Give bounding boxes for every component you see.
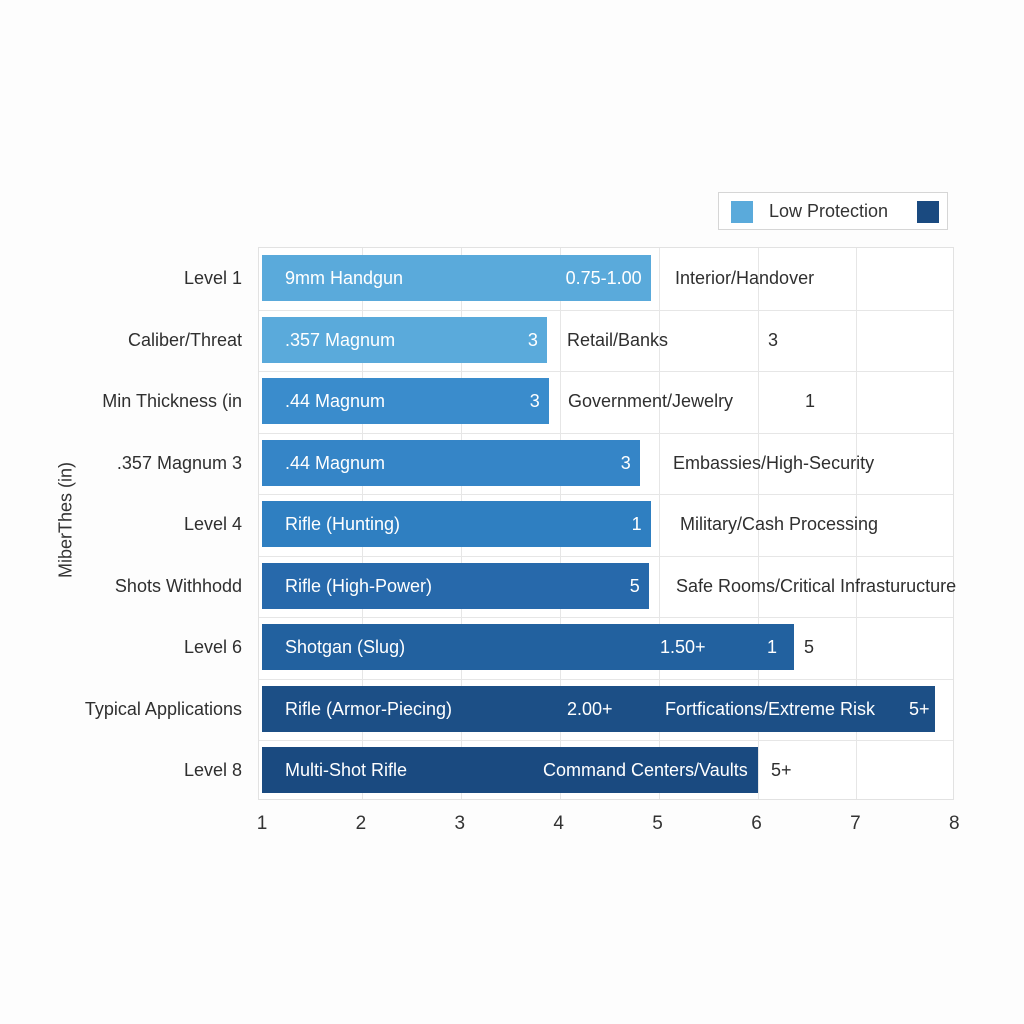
- grid-line-horizontal: [259, 678, 953, 680]
- bar-row: Min Thickness (in .44 Magnum 3 Government/J…: [0, 378, 1024, 424]
- y-axis-label: Min Thickness (in: [102, 391, 242, 411]
- x-tick-label: 1: [256, 813, 268, 834]
- bar-row: Caliber/Threat .357 Magnum 3 Retail/Banks 3: [0, 316, 1024, 363]
- bar: [262, 501, 651, 547]
- x-tick-label: 3: [454, 813, 466, 834]
- bar: [262, 624, 795, 670]
- y-axis-label: Level 6: [183, 637, 242, 657]
- grid-line-vertical: [757, 248, 759, 799]
- x-tick-label: 7: [850, 813, 861, 834]
- grid-line-horizontal: [259, 309, 953, 311]
- bar: [262, 255, 651, 301]
- bar-row: Level 4 Rifle (Hunting) 1 Military/Cash Pro…: [0, 501, 1024, 547]
- bar-value: 0.75-1.00: [565, 268, 642, 288]
- grid-line-vertical: [856, 248, 858, 799]
- grid-line-horizontal: [259, 432, 953, 434]
- grid-line-horizontal: [259, 555, 953, 557]
- x-tick-label: 6: [751, 813, 762, 834]
- y-axis-label: Typical Applications: [84, 698, 242, 719]
- bar-threat-label: Rifle (Hunting): [285, 514, 401, 534]
- x-tick-label: 4: [553, 813, 564, 834]
- bar-threat-label: Shotgan (Slug): [285, 637, 406, 657]
- bar-threat-label: Rifle (Armor-Piecing): [285, 698, 453, 719]
- legend-label: Low Protection: [769, 201, 889, 221]
- bar-threat-label: .44 Magnum: [285, 391, 386, 411]
- legend-swatch-low: [731, 201, 753, 223]
- bar: [262, 562, 649, 609]
- outside-annotation: Interior/Handover: [675, 268, 815, 288]
- bar-value: 5: [629, 575, 640, 596]
- bar: [262, 685, 935, 732]
- bar-shots-value: 1: [767, 637, 778, 657]
- outside-annotation: Safe Rooms/Critical Infrasturucture: [676, 575, 957, 596]
- grid-line-vertical: [658, 248, 660, 799]
- bar-row: .357 Magnum 3 .44 Magnum 3 Embassies/High-S…: [0, 439, 1024, 486]
- bar-application-label: Command Centers/Vaults: [543, 760, 748, 780]
- grid-line-horizontal: [259, 740, 953, 741]
- outside-annotation: 5+: [771, 760, 792, 780]
- bar-row: Level 1 9mm Handgun 0.75-1.00 Interior/Hand…: [0, 255, 1024, 301]
- bar-value: 3: [527, 329, 538, 350]
- bar-value: 3: [620, 452, 631, 473]
- bar-row: Level 6 Shotgan (Slug) 1.50+ 1 5: [0, 624, 1024, 670]
- bar-row: Level 8 Multi-Shot Rifle Command Centers/V…: [0, 747, 1024, 793]
- y-axis-label: Level 8: [183, 760, 242, 780]
- x-tick-label: 8: [949, 813, 960, 834]
- outside-annotation: 5: [804, 637, 815, 657]
- outside-annotation: 3: [768, 329, 779, 350]
- y-axis-label: Shots Withhodd: [114, 575, 242, 596]
- bar: [262, 316, 547, 363]
- bar-value: 3: [529, 391, 540, 411]
- grid-line-horizontal: [259, 371, 953, 372]
- outside-annotation: Military/Cash Processing: [680, 514, 879, 534]
- bar-thickness-value: 1.50+: [660, 637, 706, 657]
- grid-line-horizontal: [259, 494, 953, 495]
- outside-annotation: Government/Jewelry: [568, 391, 734, 411]
- outside-annotation: Embassies/High-Security: [673, 452, 875, 473]
- bar-application-label: Fortfications/Extreme Risk: [665, 698, 876, 719]
- bar-threat-label: .357 Magnum: [285, 329, 396, 350]
- y-axis-label: .357 Magnum 3: [116, 452, 242, 473]
- y-axis-label: Level 1: [183, 268, 242, 288]
- bar-shots-value: 5+: [909, 698, 930, 719]
- grid-line-horizontal: [259, 617, 953, 618]
- bar-threat-label: 9mm Handgun: [285, 268, 404, 288]
- x-tick-label: 5: [652, 813, 663, 834]
- bar-thickness-value: 2.00+: [567, 698, 613, 719]
- bar: [262, 439, 640, 486]
- bar-row: Typical Applications Rifle (Armor-Piecing…: [0, 685, 1024, 732]
- bar: [262, 747, 759, 793]
- y-axis-label: Level 4: [183, 514, 242, 534]
- bar: [262, 378, 549, 424]
- legend: Low Protection: [718, 192, 948, 230]
- y-axis-label: Caliber/Threat: [127, 329, 242, 350]
- outside-annotation: 1: [805, 391, 816, 411]
- outside-annotation: Retail/Banks: [567, 329, 669, 350]
- bar-threat-label: Rifle (High-Power): [285, 575, 433, 596]
- bar-row: Shots Withhodd Rifle (High-Power) 5 Safe Ro…: [0, 562, 1024, 609]
- bar-threat-label: .44 Magnum: [285, 452, 386, 473]
- legend-swatch-high: [917, 201, 939, 223]
- bar-threat-label: Multi-Shot Rifle: [285, 760, 408, 780]
- bar-value: 1: [631, 514, 642, 534]
- x-tick-label: 2: [355, 813, 367, 834]
